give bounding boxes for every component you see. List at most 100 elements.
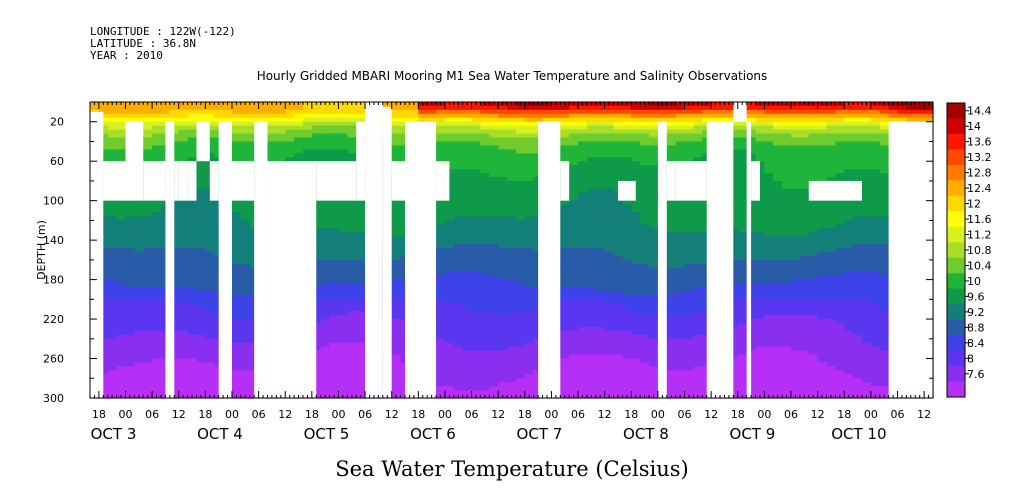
heatmap-cell [98,307,109,312]
heatmap-cell [586,319,597,324]
heatmap-cell [98,271,109,277]
heatmap-cell [489,251,499,257]
heatmap-cell [205,255,215,261]
heatmap-cell [498,192,508,198]
heatmap-cell [640,334,650,340]
heatmap-cell [507,323,517,328]
heatmap-cell [196,323,206,328]
heatmap-cell [178,358,189,364]
heatmap-cell [338,137,348,143]
heatmap-cell [125,382,135,387]
heatmap-cell [338,338,348,344]
heatmap-cell [196,176,206,182]
heatmap-cell [489,208,499,214]
heatmap-cell [134,346,144,352]
heatmap-cell [311,216,322,221]
heatmap-cell [595,267,606,273]
heatmap-cell [134,251,144,257]
heatmap-cell [649,279,659,285]
heatmap-cell [436,346,446,352]
heatmap-cell [329,267,340,273]
heatmap-cell [560,303,570,308]
heatmap-cell [116,125,127,131]
heatmap-cell [205,354,215,360]
heatmap-cell [524,236,535,241]
heatmap-cell [391,121,402,127]
heatmap-cell [347,224,357,229]
heatmap-cell [498,224,508,229]
heatmap-cell [444,386,455,391]
heatmap-cell [107,105,118,111]
heatmap-cell [391,220,402,225]
heatmap-cell [480,121,490,127]
heatmap-cell [622,378,632,383]
heatmap-cell [196,291,206,296]
heatmap-cell [231,157,242,162]
heatmap-cell [462,121,473,127]
heatmap-cell [107,350,118,356]
heatmap-cell [320,149,331,154]
heatmap-cell [622,105,632,111]
heatmap-cell [524,113,535,119]
heatmap-cell [356,259,366,265]
heatmap-cell [631,307,641,312]
heatmap-cell [604,169,615,174]
heatmap-cell [338,283,348,289]
heatmap-cell [338,216,348,221]
heatmap-cell [498,216,508,221]
heatmap-cell [338,358,348,364]
heatmap-cell [471,370,482,375]
heatmap-cell [311,323,322,328]
heatmap-cell [116,303,127,308]
heatmap-cell [436,382,446,387]
heatmap-cell [152,311,162,316]
heatmap-cell [666,267,677,273]
heatmap-cell [524,109,535,115]
heatmap-cell [604,173,615,178]
heatmap-cell [240,334,251,340]
heatmap-cell [489,374,499,379]
heatmap-cell [480,263,490,269]
heatmap-cell [223,105,233,111]
heatmap-cell [515,137,526,143]
heatmap-cell [196,169,206,174]
heatmap-cell [560,382,570,387]
heatmap-cell [152,358,162,364]
heatmap-cell [169,149,180,154]
heatmap-cell [462,378,473,383]
heatmap-cell [586,362,597,368]
heatmap-cell [462,334,473,340]
heatmap-cell [329,323,340,328]
heatmap-cell [631,390,641,395]
heatmap-cell [675,133,686,139]
heatmap-cell [524,149,535,154]
heatmap-cell [311,319,322,324]
heatmap-cell [320,220,331,225]
heatmap-cell [152,105,162,111]
heatmap-cell [169,129,180,135]
heatmap-cell [98,220,109,225]
heatmap-cell [231,153,242,158]
heatmap-cell [489,295,499,300]
heatmap-cell [569,208,579,214]
heatmap-cell [613,378,624,383]
heatmap-cell [187,244,198,249]
heatmap-cell [524,366,535,371]
heatmap-cell [240,303,251,308]
heatmap-cell [187,295,198,300]
heatmap-cell [240,350,251,356]
heatmap-cell [196,200,206,206]
heatmap-cell [125,366,135,371]
heatmap-cell [187,125,198,131]
heatmap-cell [338,374,348,379]
heatmap-cell [329,390,340,395]
heatmap-cell [666,338,677,344]
heatmap-cell [347,350,357,356]
heatmap-cell [622,263,632,269]
heatmap-cell [622,117,632,123]
heatmap-cell [178,334,189,340]
heatmap-cell [578,232,588,237]
heatmap-cell [329,271,340,277]
heatmap-cell [649,287,659,293]
heatmap-cell [320,326,331,332]
